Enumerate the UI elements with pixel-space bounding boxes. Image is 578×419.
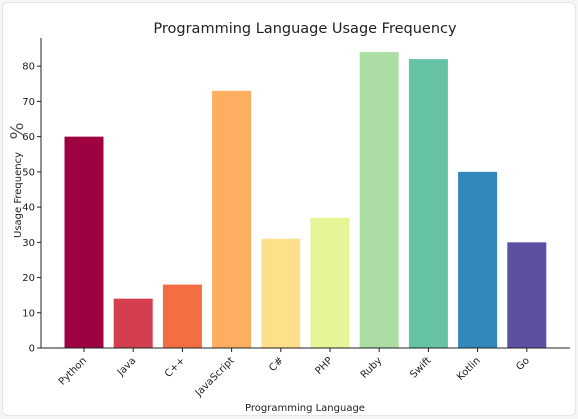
x-tick-label-python: Python — [57, 355, 89, 387]
x-axis-label: Programming Language — [245, 403, 365, 414]
bar-php — [310, 217, 350, 348]
bar-java — [113, 298, 153, 348]
y-tick-label: 0 — [29, 344, 35, 355]
y-tick-label: 80 — [22, 62, 35, 73]
x-tick-label-php: PHP — [313, 355, 335, 377]
x-tick-label-cpp: C++ — [163, 355, 188, 380]
y-tick-label: 60 — [22, 132, 35, 143]
chart-title: Programming Language Usage Frequency — [153, 21, 457, 37]
bar-cpp — [162, 284, 202, 348]
x-tick-label-swift: Swift — [408, 355, 433, 380]
axes — [40, 38, 570, 349]
bar-javascript — [212, 90, 252, 348]
y-ticks: 0 10 20 30 40 50 60 70 80 — [22, 62, 41, 355]
y-tick-label: 10 — [22, 308, 35, 319]
y-tick-label: 70 — [22, 97, 35, 108]
bar-ruby — [359, 52, 399, 348]
x-tick-label-javascript: JavaScript — [193, 355, 237, 399]
bar-go — [507, 242, 547, 348]
y-tick-label: 40 — [22, 203, 35, 214]
bar-python — [64, 136, 104, 348]
y-axis-percent-symbol: % — [7, 122, 28, 139]
y-tick-label: 50 — [22, 167, 35, 178]
y-tick-label: 20 — [22, 273, 35, 284]
x-tick-label-java: Java — [115, 355, 138, 378]
x-ticks: Python Java C++ JavaScript C# PHP Ruby Swift Kot… — [57, 348, 532, 399]
x-tick-label-go: Go — [514, 355, 532, 373]
bar-group — [64, 52, 547, 349]
bar-kotlin — [458, 171, 498, 348]
y-tick-label: 30 — [22, 238, 35, 249]
bar-swift — [408, 59, 448, 349]
x-tick-label-ruby: Ruby — [359, 355, 385, 381]
x-tick-label-kotlin: Kotlin — [455, 355, 483, 383]
bar-csharp — [261, 238, 301, 348]
x-tick-label-csharp: C# — [267, 355, 286, 374]
y-axis-label: Usage Frequency — [13, 152, 24, 238]
